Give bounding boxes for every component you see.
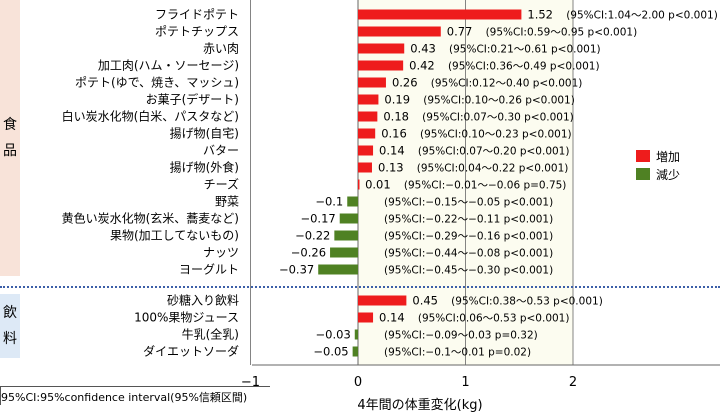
ci-label: (95%CI:−0.45〜−0.30 p<0.001)	[384, 265, 553, 277]
legend-swatch-increase	[636, 150, 650, 162]
value-label: −0.03	[316, 328, 351, 342]
legend-item-decrease: 減少	[636, 165, 716, 183]
bar	[358, 312, 374, 323]
legend-label-decrease: 減少	[656, 167, 681, 182]
legend-item-increase: 増加	[636, 147, 716, 165]
value-label: −0.1	[315, 195, 343, 209]
value-label: 0.16	[381, 127, 407, 141]
category-separator	[0, 286, 720, 288]
ci-label: (95%CI:−0.09〜0.03 p=0.32)	[384, 330, 538, 342]
ci-label: (95%CI:0.06〜0.53 p<0.001)	[418, 313, 570, 325]
bar	[358, 111, 378, 122]
x-tick-label: 0	[354, 375, 362, 390]
bar	[358, 162, 372, 173]
value-label: −0.05	[313, 345, 348, 359]
ci-label: (95%CI:−0.15〜−0.05 p<0.001)	[384, 197, 553, 209]
row-label: ポテト(ゆで、焼き、マッシュ)	[75, 76, 239, 90]
ci-label: (95%CI:1.04〜2.00 p<0.001)	[566, 10, 718, 22]
legend-swatch-decrease	[636, 168, 650, 180]
ci-label: (95%CI:−0.29〜−0.16 p<0.001)	[384, 231, 553, 243]
value-label: 1.52	[527, 8, 553, 22]
row-label: お菓子(デザート)	[146, 92, 239, 107]
ci-label: (95%CI:0.21〜0.61 p<0.001)	[449, 44, 601, 56]
bar	[358, 128, 376, 139]
ci-label: (95%CI:0.38〜0.53 p<0.001)	[451, 296, 603, 308]
row-label: 100%果物ジュース	[134, 311, 239, 325]
value-label: 0.45	[412, 294, 438, 308]
drink-category-label: 飲 料	[0, 294, 20, 358]
row-label: ダイエットソーダ	[143, 344, 239, 359]
row-label: ナッツ	[203, 246, 239, 260]
ci-label: (95%CI:0.59〜0.95 p<0.001)	[486, 27, 638, 39]
value-label: 0.26	[392, 76, 418, 90]
footnote: 95%CI:95%confidence interval(95%信頼区間)	[0, 386, 270, 405]
ci-label: (95%CI:0.10〜0.26 p<0.001)	[423, 95, 575, 107]
row-label: ポテトチップス	[155, 25, 239, 39]
x-axis-label: 4年間の体重変化(kg)	[357, 398, 483, 413]
bar	[318, 264, 358, 275]
value-label: −0.17	[300, 212, 335, 226]
bar	[352, 346, 358, 357]
ci-label: (95%CI:0.07〜0.30 p<0.001)	[422, 112, 574, 124]
bar	[358, 295, 407, 306]
bar	[330, 247, 358, 258]
value-label: −0.26	[291, 246, 326, 260]
value-label: 0.14	[379, 144, 405, 158]
legend-label-increase: 増加	[656, 149, 681, 164]
bar	[358, 179, 360, 190]
value-label: 0.77	[447, 25, 473, 39]
bar	[334, 230, 358, 241]
row-label: 砂糖入り飲料	[167, 293, 239, 308]
row-label: バター	[203, 144, 239, 158]
bar	[358, 43, 405, 54]
bar	[358, 145, 374, 156]
legend: 増加 減少	[636, 147, 716, 185]
value-label: −0.37	[279, 263, 314, 277]
value-label: 0.43	[410, 42, 436, 56]
drink-category-text: 飲 料	[3, 305, 17, 347]
bar	[339, 213, 358, 224]
row-label: 黄色い炭水化物(玄米、蕎麦など)	[62, 211, 239, 226]
ci-label: (95%CI:−0.1〜0.01 p=0.02)	[384, 347, 531, 359]
x-tick-label: 1	[461, 375, 469, 390]
ci-label: (95%CI:0.10〜0.23 p<0.001)	[420, 129, 572, 141]
bar	[358, 60, 404, 71]
bar	[358, 26, 441, 37]
x-tick-label: 2	[569, 375, 577, 390]
row-label: 牛乳(全乳)	[182, 327, 239, 342]
row-label: 加工肉(ハム・ソーセージ)	[98, 59, 239, 73]
ci-label: (95%CI:−0.01〜−0.06 p=0.75)	[404, 180, 567, 192]
value-label: 0.19	[384, 93, 410, 107]
ci-label: (95%CI:−0.44〜−0.08 p<0.001)	[384, 248, 553, 260]
row-label: 果物(加工してないもの)	[110, 229, 239, 243]
value-label: 0.13	[378, 161, 404, 175]
row-label: 白い炭水化物(白米、パスタなど)	[62, 109, 239, 124]
bar	[358, 77, 386, 88]
food-category-label: 食 品	[0, 0, 20, 276]
value-label: −0.22	[295, 229, 330, 243]
row-label: チーズ	[204, 177, 239, 192]
ci-label: (95%CI:0.12〜0.40 p<0.001)	[431, 78, 583, 90]
bar	[358, 94, 379, 105]
bar	[347, 196, 358, 207]
row-label: ヨーグルト	[179, 263, 239, 277]
row-label: 野菜	[215, 195, 239, 209]
row-label: フライドポテト	[155, 8, 239, 22]
value-label: 0.18	[383, 110, 409, 124]
food-category-text: 食 品	[3, 117, 17, 159]
ci-label: (95%CI:0.36〜0.49 p<0.001)	[448, 61, 600, 73]
bar	[354, 329, 358, 340]
ci-label: (95%CI:0.07〜0.20 p<0.001)	[418, 146, 570, 158]
value-label: 0.01	[365, 178, 391, 192]
value-label: 0.42	[409, 59, 435, 73]
value-label: 0.14	[379, 311, 405, 325]
bar	[358, 9, 522, 20]
ci-label: (95%CI:0.04〜0.22 p<0.001)	[417, 163, 569, 175]
row-label: 揚げ物(自宅)	[170, 126, 239, 141]
row-label: 揚げ物(外食)	[170, 160, 239, 175]
row-label: 赤い肉	[203, 42, 239, 56]
ci-label: (95%CI:−0.22〜−0.11 p<0.001)	[384, 214, 553, 226]
